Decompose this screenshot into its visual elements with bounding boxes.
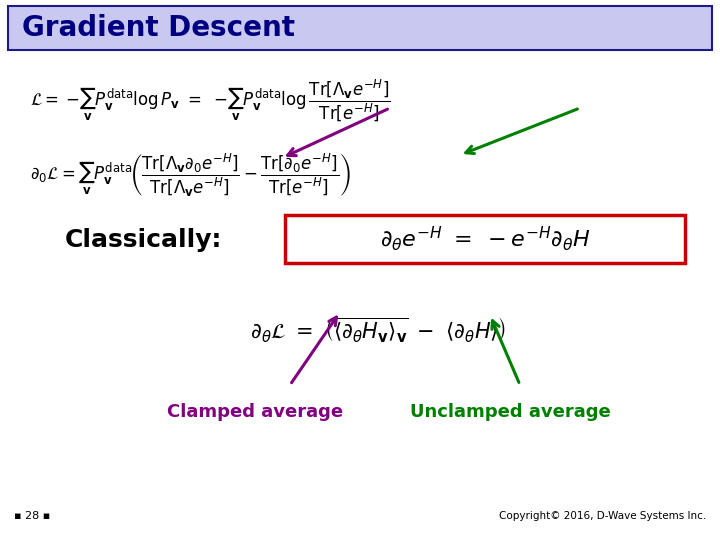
Text: $\partial_\theta e^{-H}\ =\ -e^{-H}\partial_\theta H$: $\partial_\theta e^{-H}\ =\ -e^{-H}\part… bbox=[379, 225, 590, 253]
Text: $\partial_\theta \mathcal{L}\ =\ \left(\overline{\langle \partial_\theta H_{\mat: $\partial_\theta \mathcal{L}\ =\ \left(\… bbox=[250, 315, 506, 345]
Bar bbox=[285, 215, 685, 263]
Text: Clamped average: Clamped average bbox=[167, 403, 343, 421]
Text: Copyright© 2016, D-Wave Systems Inc.: Copyright© 2016, D-Wave Systems Inc. bbox=[499, 511, 706, 521]
Text: $\mathcal{L} = -\!\sum_{\mathbf{v}} P_{\mathbf{v}}^{\mathrm{data}} \log P_{\math: $\mathcal{L} = -\!\sum_{\mathbf{v}} P_{\… bbox=[30, 77, 390, 123]
Text: Classically:: Classically: bbox=[65, 228, 222, 252]
Text: Gradient Descent: Gradient Descent bbox=[22, 14, 295, 42]
Text: $\partial_0 \mathcal{L} = \sum_{\mathbf{v}} P_{\mathbf{v}}^{\mathrm{data}}\!\lef: $\partial_0 \mathcal{L} = \sum_{\mathbf{… bbox=[30, 151, 351, 199]
Bar bbox=[8, 6, 712, 50]
Text: ▪ 28 ▪: ▪ 28 ▪ bbox=[14, 511, 50, 521]
Text: Unclamped average: Unclamped average bbox=[410, 403, 611, 421]
